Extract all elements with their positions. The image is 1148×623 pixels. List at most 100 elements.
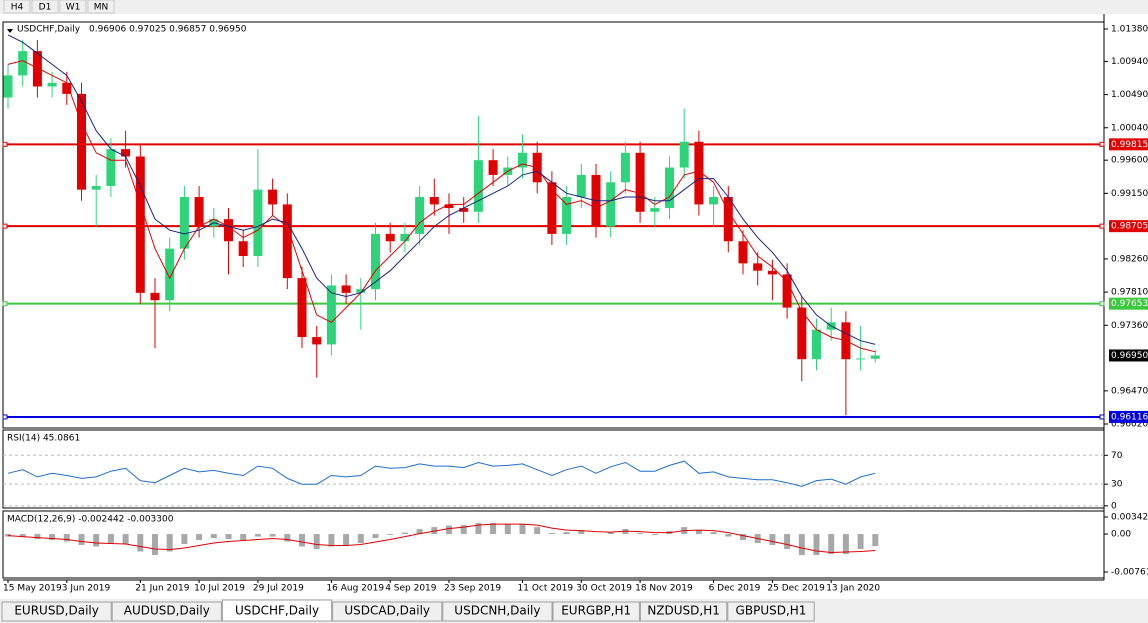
symbol-tab[interactable]: USDCAD,Daily [332,601,443,622]
candle-body [870,355,880,359]
macd-bar [490,523,497,535]
y-tick-label: 1.01380 [1111,25,1148,35]
candle-body [106,149,116,186]
macd-bar [49,534,56,541]
level-handle [1099,301,1105,307]
symbol-tab[interactable]: USDCHF,Daily [221,599,333,622]
y-tick-label: 0.97360 [1111,321,1148,331]
tab-label: USDCAD,Daily [344,604,430,618]
timeframe-button[interactable]: MN [87,0,115,14]
macd-bar [107,534,114,545]
candle-body [723,197,733,242]
macd-bar [401,532,408,535]
macd-bar [284,534,291,542]
candle-body [179,197,189,249]
macd-bar [637,533,644,535]
symbol-tab[interactable]: EURUSD,Daily [1,601,112,622]
macd-bar [475,523,482,535]
x-tick-label: 15 May 2019 [3,584,62,594]
macd-bar [710,532,717,535]
y-tick-label: 0 [1111,501,1117,511]
candle-body [429,197,439,205]
candle-body [782,274,792,308]
chart-ohlc: 0.96906 0.97025 0.96857 0.96950 [89,25,247,35]
macd-bar [269,534,276,537]
candle-body [444,204,454,209]
y-tick-label: 30 [1111,480,1123,490]
macd-bar [152,534,158,555]
candle-body [562,197,572,234]
timeframe-button[interactable]: H4 [3,0,31,14]
macd-bar [357,534,364,544]
candle-body [650,208,660,212]
y-tick-label: 0.98260 [1111,254,1148,264]
x-tick-label: 18 Nov 2019 [635,584,693,594]
macd-bar [343,534,350,546]
tab-label: GBPUSD,H1 [736,604,807,618]
collapse-arrow[interactable] [7,29,13,33]
candle-body [356,289,366,293]
macd-bar [534,527,541,535]
candle-body [415,197,425,234]
level-handle [2,301,8,307]
macd-bar [740,534,746,541]
macd-bar [460,525,467,535]
x-tick-label: 25 Dec 2019 [767,584,825,594]
button-label: MN [94,3,109,13]
y-tick-label: -0.007615 [1111,567,1148,577]
x-tick-label: 3 Jun 2019 [62,584,111,594]
candle-body [268,189,278,205]
x-tick-label: 30 Oct 2019 [576,584,632,594]
x-tick-label: 16 Aug 2019 [326,584,384,594]
symbol-tab[interactable]: NZDUSD,H1 [639,601,728,622]
level-handle [2,414,8,420]
candle-body [679,141,689,168]
button-label: D1 [39,3,52,13]
tab-frame [1,601,112,622]
candle-body [32,51,42,87]
moving-average [7,60,876,353]
tab-label: NZDUSD,H1 [647,604,720,618]
candle-body [488,160,498,175]
tab-label: EURUSD,Daily [14,604,99,618]
candle-body [224,219,233,242]
candle-body [135,156,145,293]
symbol-tab[interactable]: USDCNH,Daily [442,601,553,622]
macd-bar [137,534,144,552]
candle-body [753,263,763,271]
candle-body [150,292,160,301]
rsi-title: RSI(14) 45.0861 [7,434,80,444]
symbol-tab[interactable]: GBPUSD,H1 [727,601,815,622]
macd-bar [504,524,511,535]
tab-label: EURGBP,H1 [561,604,631,618]
candle-body [326,285,336,345]
level-price-label: 0.96116 [1111,412,1148,422]
rsi-line [7,460,876,487]
candle-body [694,141,704,205]
tab-frame [221,599,333,622]
candle-body [856,358,866,360]
timeframe-button[interactable]: W1 [59,0,87,14]
macd-bar [166,534,173,552]
macd-bar [254,534,261,537]
candle-body [341,285,351,293]
y-tick-label: 1.00940 [1111,57,1148,67]
x-tick-label: 10 Jul 2019 [194,584,245,594]
level-handle [2,141,8,147]
macd-bar [695,530,702,535]
macd-bar [842,534,849,554]
macd-bar [5,534,11,537]
y-tick-label: 0.00 [1111,530,1131,540]
macd-bar [63,534,70,542]
macd-bar [769,534,776,546]
tab-label: AUDUSD,Daily [124,604,210,618]
macd-bar [416,529,423,535]
macd-bar [196,534,203,541]
candle-body [297,278,307,338]
symbol-tab[interactable]: AUDUSD,Daily [111,601,222,622]
tab-frame [332,601,443,622]
button-label: H4 [11,3,24,13]
symbol-tab[interactable]: EURGBP,H1 [552,601,640,622]
x-tick-label: 23 Sep 2019 [444,584,501,594]
timeframe-button[interactable]: D1 [31,0,59,14]
